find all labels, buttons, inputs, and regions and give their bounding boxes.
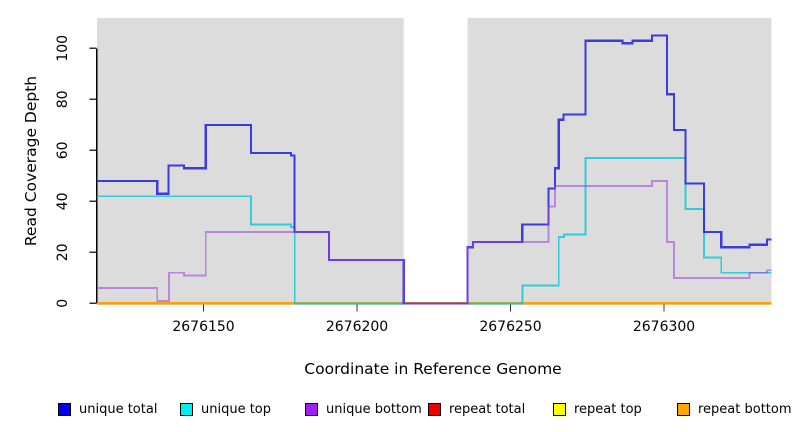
y-tick-label: 80 [55,90,71,108]
series-line-unique-total [97,34,772,305]
shaded-region [97,18,404,305]
series-line-unique-bottom [97,179,772,305]
x-tick-label: 2676300 [633,319,695,335]
x-tick-label: 2676200 [326,319,388,335]
y-tick-label: 0 [55,299,71,308]
y-tick-label: 60 [55,141,71,159]
series-line-unique-top [97,157,772,305]
y-tick-label: 20 [55,243,71,261]
y-tick-label: 100 [55,35,71,62]
x-axis-title: Coordinate in Reference Genome [304,360,562,378]
y-axis-title: Read Coverage Depth [22,75,40,247]
shaded-region [467,18,772,305]
y-tick-label: 40 [55,192,71,210]
x-tick-label: 2676150 [172,319,234,335]
x-tick-label: 2676250 [479,319,541,335]
